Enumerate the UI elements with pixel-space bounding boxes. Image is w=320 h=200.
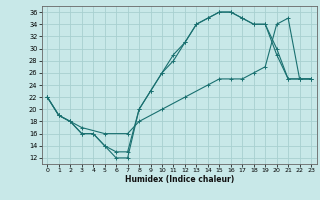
X-axis label: Humidex (Indice chaleur): Humidex (Indice chaleur) <box>124 175 234 184</box>
